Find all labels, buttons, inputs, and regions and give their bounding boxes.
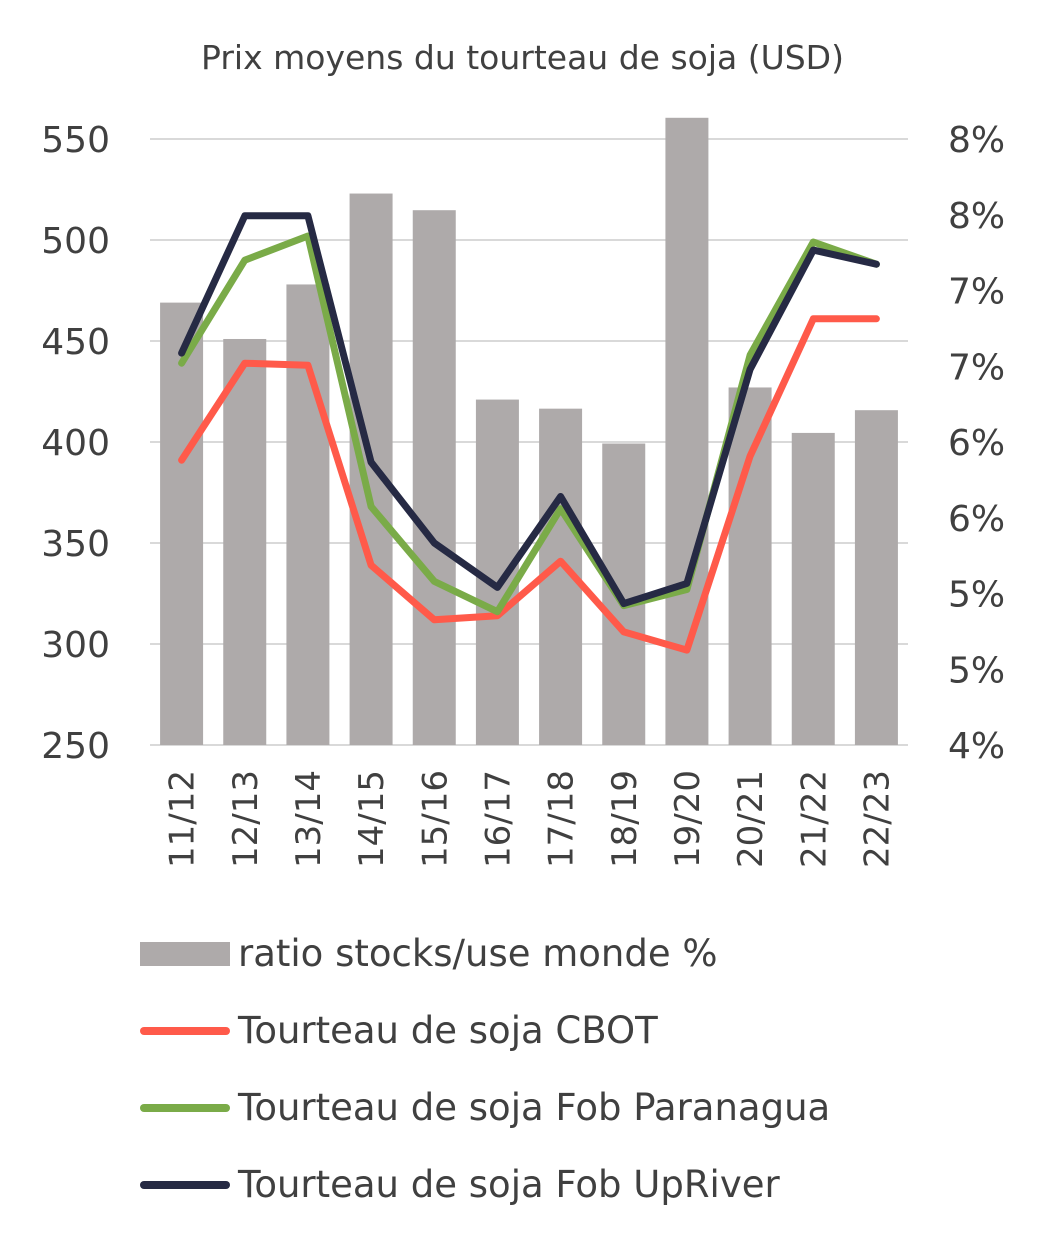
x-tick-label: 20/21	[731, 770, 771, 868]
x-tick-label: 19/20	[668, 770, 708, 868]
y-right-tick-label: 7%	[948, 347, 1005, 388]
y-axis-right: 4% 5% 5% 6% 6% 7% 7% 8% 8%	[948, 120, 1005, 767]
x-tick-label: 18/19	[605, 770, 645, 868]
legend-label-upriver: Tourteau de soja Fob UpRiver	[238, 1163, 780, 1206]
y-right-tick-label: 5%	[948, 650, 1005, 691]
y-right-tick-label: 8%	[948, 120, 1005, 161]
legend: ratio stocks/use monde % Tourteau de soj…	[140, 915, 830, 1223]
y-left-tick-label: 550	[41, 120, 110, 161]
x-tick-label: 11/12	[163, 770, 203, 868]
x-tick-label: 17/18	[542, 770, 582, 868]
x-tick-label: 14/15	[352, 770, 392, 868]
bar	[475, 399, 519, 745]
y-left-tick-label: 400	[41, 423, 110, 464]
legend-swatch-bar	[140, 941, 230, 966]
legend-label-cbot: Tourteau de soja CBOT	[238, 1009, 658, 1052]
legend-label-ratio: ratio stocks/use monde %	[238, 932, 718, 975]
y-right-tick-label: 8%	[948, 196, 1005, 237]
y-right-tick-label: 4%	[948, 726, 1005, 767]
x-tick-label: 12/13	[226, 770, 266, 868]
lines	[178, 212, 880, 654]
y-axis-left: 250 300 350 400 450 500 550	[41, 120, 110, 767]
bars	[160, 117, 898, 746]
y-left-tick-label: 450	[41, 322, 110, 363]
y-left-tick-label: 300	[41, 625, 110, 666]
bar	[349, 193, 393, 746]
legend-swatch-paranagua	[140, 1103, 230, 1112]
bar	[286, 284, 330, 745]
y-left-tick-label: 250	[41, 726, 110, 767]
legend-item-upriver: Tourteau de soja Fob UpRiver	[140, 1146, 830, 1223]
bar	[160, 302, 204, 745]
legend-item-cbot: Tourteau de soja CBOT	[140, 992, 830, 1069]
x-tick-label: 21/22	[794, 770, 834, 868]
y-right-tick-label: 7%	[948, 272, 1005, 313]
x-tick-label: 13/14	[289, 770, 329, 868]
chart-title: Prix moyens du tourteau de soja (USD)	[201, 38, 844, 77]
x-axis: 11/12 12/13 13/14 14/15 15/16 16/17 17/18 18/19…	[163, 770, 898, 868]
series-line-2	[178, 212, 880, 608]
bar	[412, 210, 456, 745]
series-line-0	[178, 315, 880, 654]
series-line-1	[178, 232, 880, 616]
bar	[728, 387, 772, 745]
legend-item-ratio: ratio stocks/use monde %	[140, 915, 830, 992]
y-right-tick-label: 6%	[948, 499, 1005, 540]
bar	[223, 338, 267, 745]
legend-swatch-cbot	[140, 1026, 230, 1035]
x-tick-label: 15/16	[415, 770, 455, 868]
bar	[791, 432, 835, 745]
y-left-tick-label: 500	[41, 221, 110, 262]
y-right-tick-label: 5%	[948, 575, 1005, 616]
legend-swatch-upriver	[140, 1180, 230, 1189]
legend-label-paranagua: Tourteau de soja Fob Paranagua	[238, 1086, 831, 1129]
chart-plot: 250 300 350 400 450 500 550 4% 5% 5% 6% 6% 7% 7% 8% 8%…	[41, 117, 1005, 868]
legend-item-paranagua: Tourteau de soja Fob Paranagua	[140, 1069, 830, 1146]
bar	[854, 410, 898, 745]
x-tick-label: 16/17	[478, 770, 518, 868]
bar	[602, 443, 646, 745]
y-left-tick-label: 350	[41, 524, 110, 565]
y-right-tick-label: 6%	[948, 423, 1005, 464]
x-tick-label: 22/23	[857, 770, 897, 868]
